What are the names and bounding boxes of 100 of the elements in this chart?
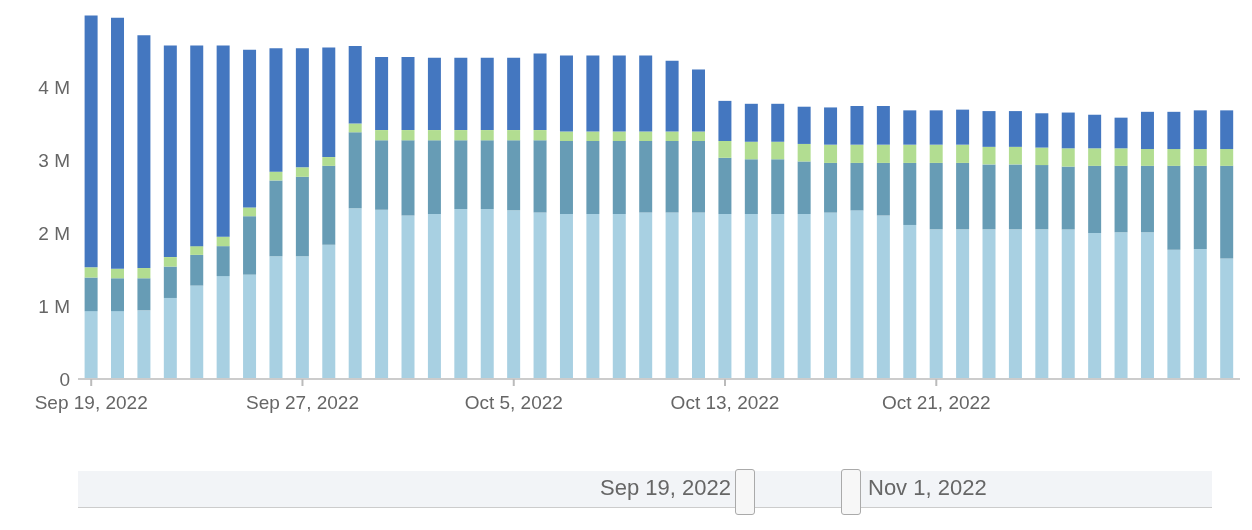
bar — [322, 157, 336, 166]
bar — [216, 246, 230, 277]
bar — [269, 180, 283, 257]
bar — [243, 207, 257, 217]
bar — [612, 214, 626, 379]
bar — [243, 216, 257, 275]
bar — [559, 55, 573, 132]
bar — [797, 143, 811, 162]
bar — [744, 159, 758, 215]
bar — [1035, 229, 1049, 379]
y-tick-label: 0 — [59, 368, 70, 390]
bar — [771, 159, 785, 215]
bar — [639, 212, 653, 379]
bar — [295, 256, 309, 379]
bar — [322, 47, 336, 158]
bar — [876, 162, 890, 216]
bar — [850, 162, 864, 211]
bar — [1008, 229, 1022, 379]
bar — [507, 210, 521, 379]
bar — [982, 164, 996, 230]
bar — [1220, 165, 1234, 259]
bar — [401, 130, 415, 141]
bar — [1008, 146, 1022, 165]
bar — [771, 141, 785, 160]
bar — [190, 45, 204, 247]
y-tick-label: 3 M — [38, 149, 70, 171]
bar — [850, 105, 864, 145]
bar — [586, 55, 600, 132]
bar — [533, 130, 547, 141]
bar — [718, 214, 732, 379]
bar — [929, 229, 943, 379]
bar — [427, 214, 441, 379]
y-tick-label: 2 M — [38, 222, 70, 244]
bar — [480, 208, 494, 379]
bar — [1167, 249, 1181, 379]
bar — [850, 210, 864, 379]
bar — [84, 15, 98, 268]
bar — [982, 111, 996, 147]
bar — [84, 267, 98, 278]
bar — [1088, 233, 1102, 379]
bar — [956, 144, 970, 163]
bar — [1035, 165, 1049, 230]
bar — [1061, 148, 1075, 167]
bar — [876, 144, 890, 163]
bar — [269, 48, 283, 172]
bar — [1193, 165, 1207, 250]
bar — [163, 45, 177, 258]
bar — [612, 131, 626, 142]
bar — [1035, 113, 1049, 148]
bar — [982, 229, 996, 379]
bar — [639, 55, 653, 132]
bar — [454, 140, 468, 209]
bar — [190, 285, 204, 379]
bar — [322, 165, 336, 245]
bar — [692, 131, 706, 142]
bar — [480, 57, 494, 131]
bar — [1114, 148, 1128, 166]
bar — [956, 162, 970, 230]
bar — [243, 49, 257, 208]
bar — [1167, 149, 1181, 166]
bar — [533, 212, 547, 379]
bar — [586, 131, 600, 142]
bar — [163, 266, 177, 298]
bar — [876, 215, 890, 379]
bar — [322, 244, 336, 379]
bar — [929, 162, 943, 230]
bar — [507, 130, 521, 141]
bar — [1088, 114, 1102, 149]
bar — [929, 110, 943, 145]
bar — [850, 144, 864, 163]
bar — [797, 214, 811, 379]
bar — [771, 103, 785, 142]
bar — [903, 162, 917, 225]
bar — [427, 57, 441, 131]
bar — [111, 17, 125, 269]
bar — [216, 45, 230, 237]
bar — [1061, 166, 1075, 230]
bar — [665, 141, 679, 213]
bar — [190, 254, 204, 286]
bar — [507, 140, 521, 211]
x-tick-label: Oct 21, 2022 — [881, 392, 991, 413]
bar — [84, 311, 98, 379]
bar — [454, 208, 468, 379]
bar — [427, 130, 441, 141]
bar — [533, 53, 547, 131]
bar — [1220, 258, 1234, 379]
bar — [639, 131, 653, 142]
bar — [586, 214, 600, 379]
bar — [137, 35, 151, 269]
bar — [718, 141, 732, 158]
bar — [1220, 110, 1234, 150]
bar — [1061, 229, 1075, 379]
bar — [111, 311, 125, 379]
bar — [982, 146, 996, 165]
bar — [163, 297, 177, 379]
bar — [797, 106, 811, 144]
bar — [824, 144, 838, 163]
bar — [956, 229, 970, 379]
bar — [454, 57, 468, 131]
bar — [929, 144, 943, 163]
